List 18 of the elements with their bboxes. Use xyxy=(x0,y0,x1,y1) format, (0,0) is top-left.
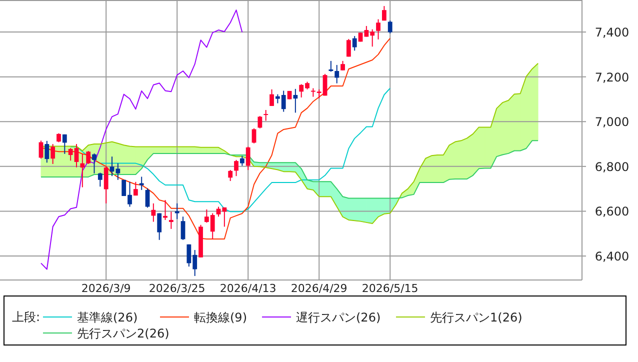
line-series xyxy=(40,10,243,270)
y-tick-label: 6,800 xyxy=(594,160,630,174)
legend-label: 遅行スパン(26) xyxy=(296,310,381,324)
y-tick-label: 7,000 xyxy=(594,115,630,130)
legend-label: 先行スパン1(26) xyxy=(430,310,522,324)
y-tick-label: 7,400 xyxy=(594,26,630,40)
legend-label: 先行スパン2(26) xyxy=(77,326,170,340)
y-tick-label: 6,400 xyxy=(594,250,630,264)
x-tick-label: 2026/3/25 xyxy=(148,282,206,295)
x-tick-label: 2026/5/15 xyxy=(362,282,418,295)
y-tick-label: 6,600 xyxy=(594,204,630,219)
legend-title: 上段: xyxy=(12,310,40,324)
legend-label: 基準線(26) xyxy=(77,310,138,324)
x-tick-label: 2026/4/29 xyxy=(290,282,348,295)
x-tick-label: 2026/4/13 xyxy=(220,282,276,295)
legend-label: 転換線(9) xyxy=(194,310,247,324)
y-tick-label: 7,200 xyxy=(594,70,630,84)
x-tick-label: 2026/3/9 xyxy=(81,282,131,295)
